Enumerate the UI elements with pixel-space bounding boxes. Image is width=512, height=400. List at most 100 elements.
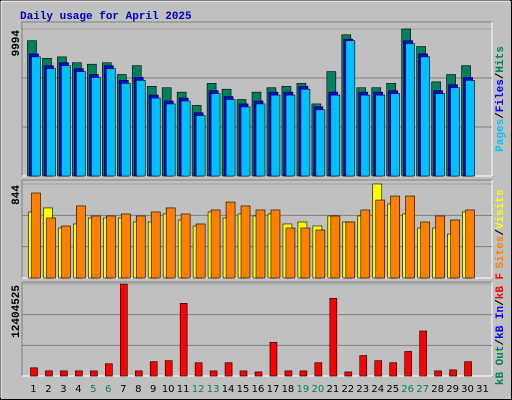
bar: [165, 103, 176, 177]
bar: [405, 43, 415, 177]
bar: [195, 115, 206, 177]
x-tick-label: 14: [222, 384, 235, 395]
bar: [270, 94, 281, 177]
legend-separator: /: [495, 112, 507, 119]
x-tick-label: 24: [371, 384, 384, 395]
legend-entry: Pages: [495, 119, 507, 152]
bar: [465, 80, 475, 177]
bar: [269, 341, 278, 377]
x-tick-label: 20: [312, 384, 325, 395]
bar: [465, 209, 475, 279]
bar: [179, 303, 188, 377]
panel: [21, 281, 493, 377]
bar: [419, 330, 427, 377]
bar: [434, 370, 442, 377]
x-tick-label: 11: [177, 384, 190, 395]
bar: [150, 211, 161, 279]
legend-separator: /: [495, 299, 507, 306]
bar: [239, 370, 248, 377]
legend-entry: Hits: [495, 46, 507, 72]
bar: [209, 370, 218, 377]
bar: [300, 88, 311, 177]
bar: [76, 71, 86, 177]
x-tick-label: 3: [60, 384, 66, 395]
x-tick-label: 7: [120, 384, 126, 395]
legend-entry: kB F: [495, 273, 507, 299]
bar: [389, 362, 398, 377]
bar: [150, 97, 161, 177]
legend-entry: Sites: [495, 236, 507, 269]
bar: [359, 355, 368, 377]
bar: [180, 213, 191, 279]
bar: [345, 40, 356, 177]
x-tick-label: 29: [446, 384, 459, 395]
bar: [135, 80, 146, 177]
bar: [135, 215, 146, 279]
bar: [46, 217, 56, 279]
legend-entry: kB In: [495, 306, 507, 339]
bar: [225, 201, 236, 279]
bar: [420, 56, 430, 177]
bar: [90, 370, 98, 377]
y-tick-label: 9994: [11, 30, 23, 57]
bar: [31, 192, 41, 279]
y-tick-label: 844: [11, 185, 23, 205]
bar: [285, 227, 296, 279]
x-tick-label: 27: [416, 384, 429, 395]
bar: [224, 362, 233, 377]
x-tick-label: 19: [297, 384, 310, 395]
x-tick-label: 15: [237, 384, 250, 395]
x-tick-label: 22: [341, 384, 354, 395]
legend-separator: /: [495, 229, 507, 236]
bar: [390, 195, 401, 279]
legend-entry: Files: [495, 79, 507, 112]
legend-entry: Visits: [495, 189, 507, 229]
bar: [120, 83, 131, 177]
bar: [435, 93, 445, 177]
bar: [165, 207, 176, 279]
bar: [75, 370, 83, 377]
x-tick-label: 30: [461, 384, 474, 395]
bar: [45, 370, 53, 377]
bar: [315, 229, 326, 279]
legend: Pages/Files/Hits: [495, 46, 507, 152]
x-tick-label: 4: [75, 384, 81, 395]
bar: [46, 68, 56, 177]
bar: [76, 205, 86, 279]
x-tick-label: 9: [150, 384, 156, 395]
y-tick-label: 12404525: [11, 285, 23, 338]
bar: [210, 209, 221, 279]
legend: kB Out/kB In/kB F: [495, 273, 507, 385]
x-tick-label: 17: [267, 384, 280, 395]
bar: [255, 103, 266, 177]
bar: [61, 225, 71, 279]
x-tick-label: 10: [162, 384, 175, 395]
bar: [240, 106, 251, 177]
bar: [164, 360, 173, 377]
bar: [31, 56, 41, 177]
bar: [134, 370, 143, 377]
bar: [375, 94, 386, 177]
bar: [284, 370, 293, 377]
bar: [435, 215, 445, 279]
chart-title: Daily usage for April 2025: [20, 11, 192, 23]
bar: [119, 283, 128, 377]
x-tick-label: 1: [30, 384, 36, 395]
x-tick-label: 12: [192, 384, 205, 395]
bar: [120, 213, 131, 279]
bar: [329, 297, 338, 377]
bar: [60, 370, 68, 377]
bar: [254, 371, 263, 377]
bar: [255, 209, 266, 279]
bar: [300, 227, 311, 279]
bar: [105, 363, 113, 377]
bar: [210, 93, 221, 177]
bar: [464, 361, 472, 377]
bar: [299, 370, 308, 377]
bar: [405, 195, 415, 279]
bar: [106, 215, 116, 279]
x-tick-label: 5: [90, 384, 96, 395]
bar: [314, 362, 323, 377]
bar: [91, 215, 101, 279]
